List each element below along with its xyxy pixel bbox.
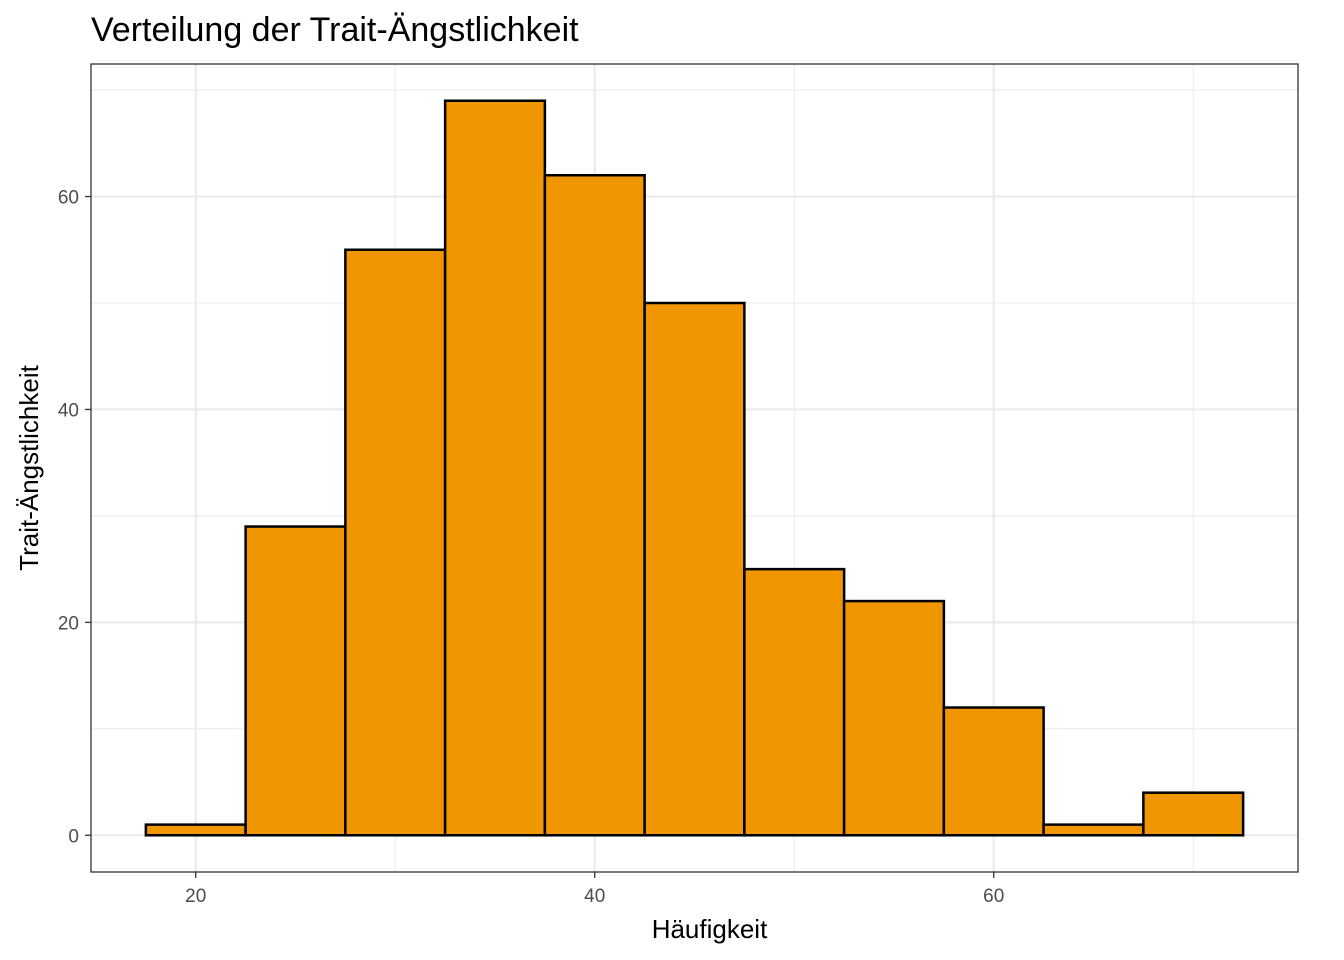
x-axis-title: Häufigkeit (652, 914, 768, 944)
y-tick-label: 0 (68, 826, 79, 847)
histogram-bar-11 (1142, 791, 1245, 837)
histogram-bar-8 (842, 599, 946, 837)
x-tick-label: 20 (185, 886, 206, 907)
bars (144, 99, 1245, 837)
histogram-bar-2 (244, 525, 347, 837)
x-axis: 20 40 60 (185, 872, 1004, 907)
panel-border (90, 63, 1299, 873)
y-tick-label: 60 (58, 188, 79, 209)
y-tick-label: 40 (58, 400, 79, 421)
y-axis-title: Trait-Ängstlichkeit (14, 364, 44, 570)
y-axis: 0 20 40 60 (58, 188, 91, 847)
histogram-bar-10 (1042, 823, 1145, 837)
histogram-bar-6 (643, 301, 746, 837)
y-tick-label: 20 (58, 613, 79, 634)
histogram-bar-5 (543, 173, 646, 837)
histogram-bar-3 (344, 248, 447, 837)
chart-title: Verteilung der Trait-Ängstlichkeit (91, 11, 579, 49)
histogram-bar-1 (144, 823, 247, 837)
x-tick-label: 60 (983, 886, 1004, 907)
histogram-bar-7 (743, 567, 846, 837)
histogram-bar-9 (942, 706, 1045, 837)
x-tick-label: 40 (584, 886, 605, 907)
histogram-bar-4 (443, 99, 547, 837)
